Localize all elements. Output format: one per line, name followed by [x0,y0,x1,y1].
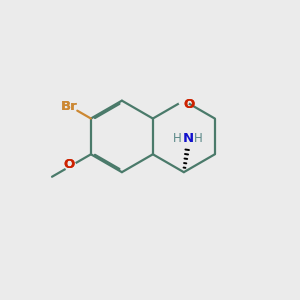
Text: H: H [172,132,182,145]
Text: H: H [194,132,203,145]
Text: Br: Br [61,100,78,113]
Text: O: O [183,98,195,111]
Text: O: O [64,158,75,171]
Circle shape [179,95,189,106]
Text: N: N [182,133,194,146]
Text: O: O [64,158,75,171]
Circle shape [65,101,75,112]
Text: Br: Br [61,100,78,113]
Text: O: O [183,98,195,111]
Circle shape [65,161,76,171]
